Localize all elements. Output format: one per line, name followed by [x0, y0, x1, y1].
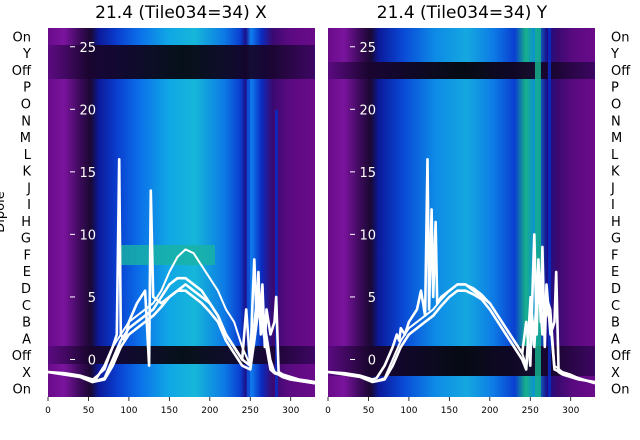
overlay-y-tick-label: 15 — [359, 166, 376, 181]
dipole-row-label: E — [23, 265, 31, 280]
dipole-row-label: J — [610, 181, 615, 196]
x-axis-ticks: 0 50 100 150 200 250 300 — [325, 397, 580, 416]
overlay-y-tick-label: 25 — [359, 41, 376, 56]
dipole-row-label: P — [23, 81, 31, 96]
dipole-row-label: H — [21, 215, 31, 230]
dipole-row-label: J — [26, 181, 31, 196]
dipole-row-label: O — [611, 97, 621, 112]
dipole-row-label: G — [611, 232, 621, 247]
panel-x: 0 5 10 15 20 25 21.4 (Tile034=34) X 0 50 100 150… — [45, 3, 316, 416]
overlay-y-tick-label: 15 — [79, 166, 96, 181]
dipole-row-label: Off — [611, 64, 631, 79]
x-tick-label: 300 — [562, 406, 579, 416]
x-tick-label: 100 — [400, 406, 417, 416]
dipole-row-label: Off — [12, 349, 32, 364]
overlay-y-ticks: 0 5 10 15 20 25 — [70, 41, 96, 368]
dipole-row-label: Off — [12, 64, 32, 79]
dipole-row-label: Off — [611, 349, 631, 364]
dipole-row-label: L — [24, 148, 32, 163]
x-tick-label: 250 — [242, 406, 259, 416]
heatmap-stripe — [548, 28, 551, 397]
dipole-row-label: P — [611, 81, 619, 96]
dipole-row-label: N — [21, 114, 31, 129]
x-tick-label: 250 — [522, 406, 539, 416]
y-axis-label: Dipole — [0, 191, 8, 232]
overlay-lines — [327, 158, 596, 385]
x-tick-label: 100 — [120, 406, 137, 416]
dipole-row-label: B — [611, 316, 620, 331]
overlay-line — [327, 158, 596, 384]
dipole-row-label: I — [611, 198, 615, 213]
overlay-line — [47, 289, 316, 385]
x-tick-label: 50 — [363, 406, 375, 416]
x-tick-label: 150 — [441, 406, 458, 416]
x-tick-label: 0 — [325, 406, 331, 416]
dipole-row-label: B — [22, 316, 31, 331]
heatmap-off-band-top — [48, 45, 315, 79]
dipole-row-label: On — [611, 30, 629, 45]
x-tick-label: 50 — [83, 406, 95, 416]
panel-title: 21.4 (Tile034=34) Y — [377, 3, 548, 23]
panel-title: 21.4 (Tile034=34) X — [95, 3, 267, 23]
dipole-row-label: I — [27, 198, 31, 213]
heatmap-background — [328, 28, 595, 397]
dipole-row-label: M — [611, 131, 622, 146]
dipole-row-label: C — [22, 299, 31, 314]
dipole-row-label: On — [611, 383, 629, 398]
dipole-row-label: On — [13, 30, 31, 45]
x-tick-label: 300 — [282, 406, 299, 416]
dipole-row-label: N — [611, 114, 621, 129]
overlay-y-tick-label: 5 — [368, 291, 376, 306]
dipole-row-label: X — [611, 366, 620, 381]
dipole-row-label: F — [611, 248, 618, 263]
overlay-line — [47, 158, 316, 384]
overlay-y-tick-label: 20 — [359, 103, 376, 118]
dipole-row-label: Y — [22, 47, 31, 62]
overlay-lines — [47, 158, 316, 385]
overlay-y-tick-label: 5 — [88, 291, 96, 306]
dipole-row-label: K — [611, 165, 620, 180]
heatmap-bright-column — [120, 245, 215, 265]
dipole-row-label: L — [611, 148, 619, 163]
heatmap-background — [48, 28, 315, 397]
heatmap-off-band-top — [328, 62, 595, 79]
dipole-row-label: H — [611, 215, 621, 230]
dipole-row-label: A — [611, 332, 620, 347]
dipole-row-label: A — [22, 332, 31, 347]
dipole-row-label: E — [611, 265, 619, 280]
dipole-row-label: K — [22, 165, 31, 180]
dipole-row-label: F — [24, 248, 31, 263]
x-axis-ticks: 0 50 100 150 200 250 300 — [45, 397, 300, 416]
x-tick-label: 200 — [201, 406, 218, 416]
overlay-y-tick-label: 10 — [359, 228, 376, 243]
dipole-row-label: C — [611, 299, 620, 314]
overlay-y-ticks: 0 5 10 15 20 25 — [350, 41, 376, 368]
overlay-line — [327, 270, 596, 385]
overlay-y-tick-label: 20 — [79, 103, 96, 118]
heatmap-stripe — [275, 110, 278, 397]
x-tick-label: 150 — [161, 406, 178, 416]
overlay-y-tick-label: 25 — [79, 41, 96, 56]
overlay-y-tick-label: 0 — [368, 353, 376, 368]
dipole-row-label: X — [22, 366, 31, 381]
overlay-y-tick-label: 10 — [79, 228, 96, 243]
dipole-row-label: On — [13, 383, 31, 398]
dipole-row-label: Y — [610, 47, 619, 62]
heatmap-stripe — [247, 80, 250, 397]
heatmap-stripe — [535, 28, 541, 397]
dipole-row-label: G — [21, 232, 31, 247]
dipole-row-label: D — [21, 282, 31, 297]
x-tick-label: 200 — [481, 406, 498, 416]
dipole-row-label: O — [21, 97, 31, 112]
x-tick-label: 0 — [45, 406, 51, 416]
dipole-row-label: D — [611, 282, 621, 297]
overlay-y-tick-label: 0 — [88, 353, 96, 368]
panel-y: 0 5 10 15 20 25 21.4 (Tile034=34) Y 0 50 100 150… — [325, 3, 596, 416]
dipole-row-label: M — [20, 131, 31, 146]
